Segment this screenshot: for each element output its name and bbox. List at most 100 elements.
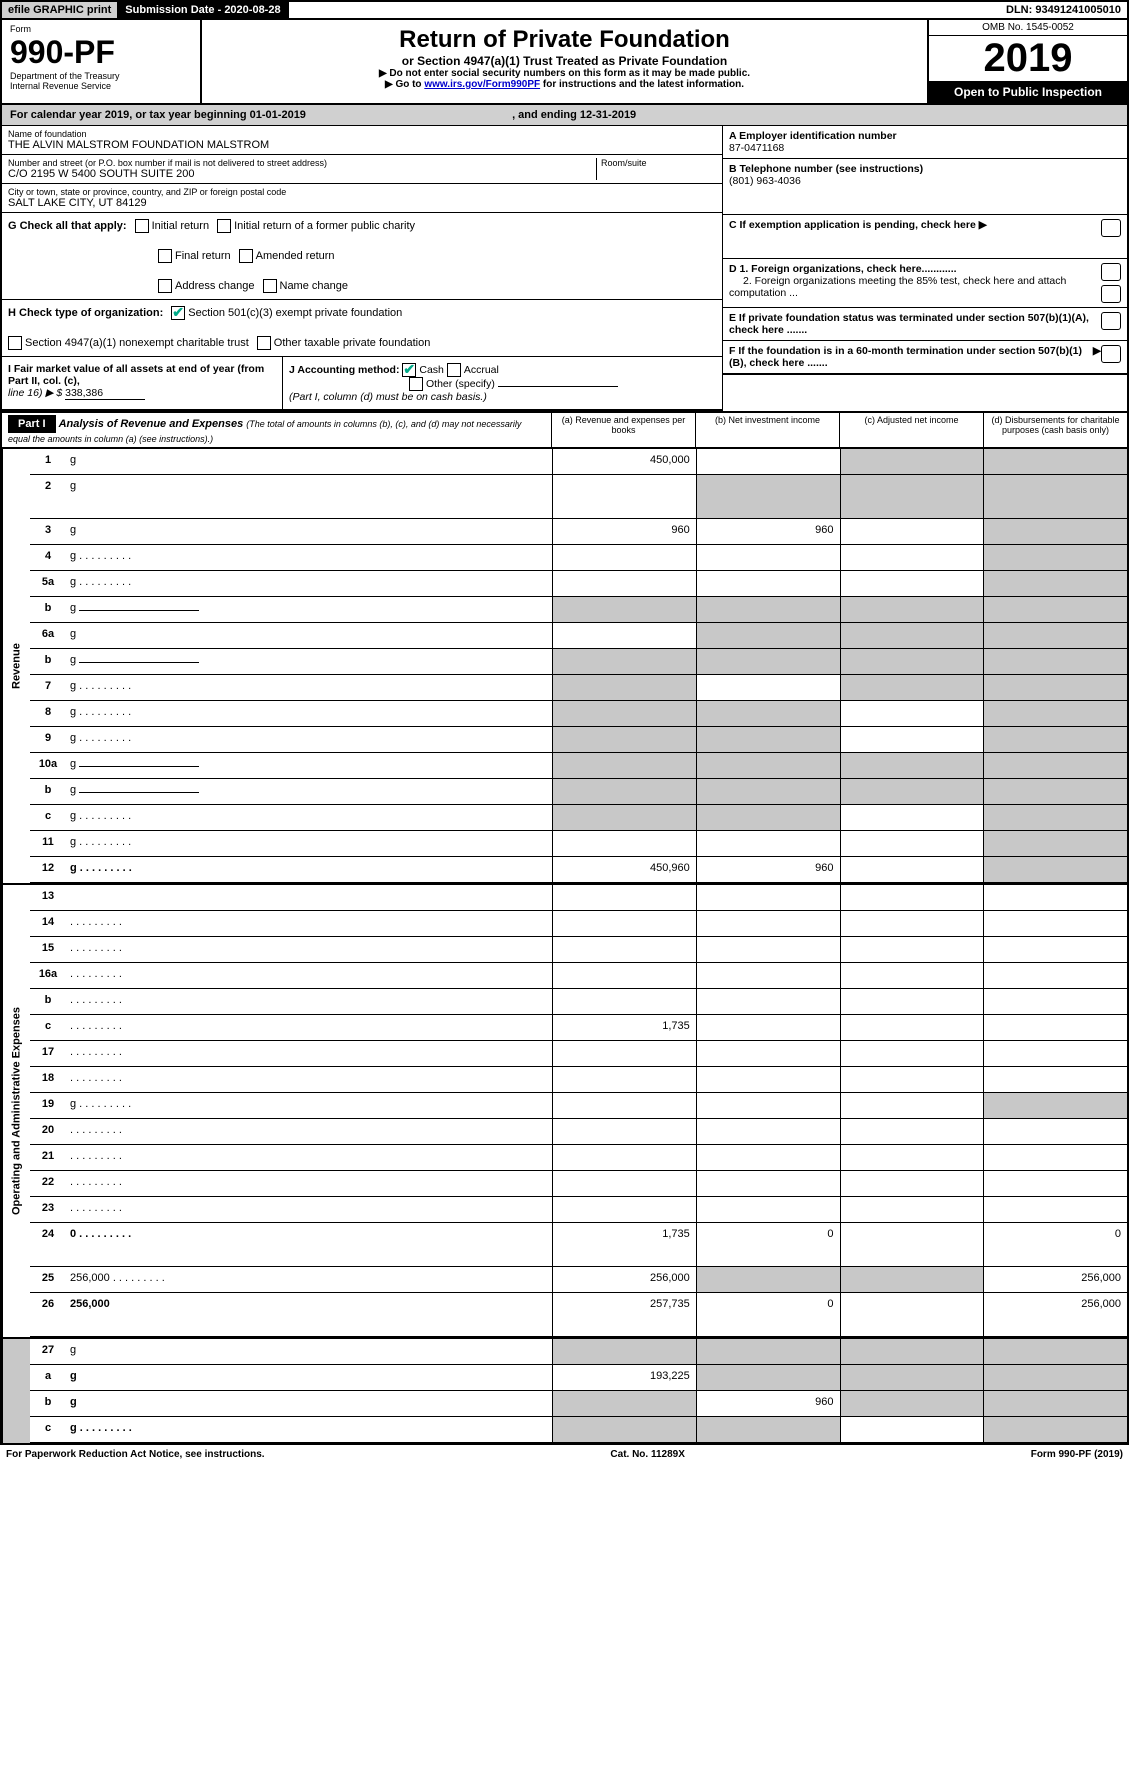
checkbox-other-method[interactable] <box>409 377 423 391</box>
cell-a: 1,735 <box>552 1015 696 1040</box>
ein-row: A Employer identification number87-04711… <box>723 126 1127 159</box>
checkbox-e[interactable] <box>1101 312 1121 330</box>
row-num: 21 <box>30 1145 66 1170</box>
checkbox-d2[interactable] <box>1101 285 1121 303</box>
info-left: Name of foundation THE ALVIN MALSTROM FO… <box>2 126 722 411</box>
row-desc: g <box>66 475 552 518</box>
row-num: 7 <box>30 675 66 700</box>
table-row: 11g <box>30 831 1127 857</box>
checkbox-cash[interactable] <box>402 363 416 377</box>
checkbox-other-taxable[interactable] <box>257 336 271 350</box>
cell-d <box>983 1067 1127 1092</box>
cell-a: 257,735 <box>552 1293 696 1336</box>
cell-d <box>983 857 1127 882</box>
cell-d <box>983 1365 1127 1390</box>
h-check-row: H Check type of organization: Section 50… <box>2 300 722 357</box>
checkbox-initial-former[interactable] <box>217 219 231 233</box>
cell-b <box>696 831 840 856</box>
checkbox-501c3[interactable] <box>171 306 185 320</box>
table-row: 2g <box>30 475 1127 519</box>
checkbox-name-change[interactable] <box>263 279 277 293</box>
info-right: A Employer identification number87-04711… <box>722 126 1127 411</box>
row-num: 25 <box>30 1267 66 1292</box>
cell-c <box>840 701 984 726</box>
table-row: 2401,73500 <box>30 1223 1127 1267</box>
row-num: 19 <box>30 1093 66 1118</box>
d-row: D 1. Foreign organizations, check here..… <box>723 259 1127 308</box>
row-num: 23 <box>30 1197 66 1222</box>
cell-d <box>983 753 1127 778</box>
cell-b <box>696 937 840 962</box>
addr-cell: Number and street (or P.O. box number if… <box>2 155 722 184</box>
cell-b: 960 <box>696 857 840 882</box>
checkbox-amended[interactable] <box>239 249 253 263</box>
row-num: a <box>30 1365 66 1390</box>
cell-b <box>696 1197 840 1222</box>
row-desc: g <box>66 831 552 856</box>
cell-a: 1,735 <box>552 1223 696 1266</box>
j-block: J Accounting method: Cash Accrual Other … <box>282 357 722 409</box>
row-num: 12 <box>30 857 66 882</box>
cell-c <box>840 779 984 804</box>
table-row: 27g <box>30 1339 1127 1365</box>
form-label: Form <box>10 24 192 34</box>
row-num: 11 <box>30 831 66 856</box>
checkbox-addr-change[interactable] <box>158 279 172 293</box>
checkbox-accrual[interactable] <box>447 363 461 377</box>
row-num: b <box>30 1391 66 1416</box>
cell-d <box>983 1171 1127 1196</box>
cell-a: 960 <box>552 519 696 544</box>
table-row: bg <box>30 597 1127 623</box>
cell-c <box>840 571 984 596</box>
cell-b <box>696 1145 840 1170</box>
cell-c <box>840 1267 984 1292</box>
cell-d <box>983 727 1127 752</box>
cell-c <box>840 649 984 674</box>
row-desc: g <box>66 857 552 882</box>
checkbox-4947[interactable] <box>8 336 22 350</box>
row-desc <box>66 1145 552 1170</box>
row-desc <box>66 989 552 1014</box>
checkbox-c[interactable] <box>1101 219 1121 237</box>
table-row: 13 <box>30 885 1127 911</box>
checkbox-initial[interactable] <box>135 219 149 233</box>
cell-d <box>983 1417 1127 1442</box>
cell-a <box>552 1339 696 1364</box>
row-num: 24 <box>30 1223 66 1266</box>
city-state-zip: SALT LAKE CITY, UT 84129 <box>8 197 716 209</box>
checkbox-d1[interactable] <box>1101 263 1121 281</box>
row-desc: g <box>66 805 552 830</box>
row-desc <box>66 963 552 988</box>
checkbox-final[interactable] <box>158 249 172 263</box>
cell-a <box>552 1067 696 1092</box>
cell-c <box>840 885 984 910</box>
cell-a <box>552 597 696 622</box>
row-num: 8 <box>30 701 66 726</box>
table-row: 6ag <box>30 623 1127 649</box>
footer: For Paperwork Reduction Act Notice, see … <box>0 1445 1129 1464</box>
col-a-hdr: (a) Revenue and expenses per books <box>552 413 696 447</box>
table-row: bg <box>30 779 1127 805</box>
cell-d <box>983 545 1127 570</box>
table-row: 16a <box>30 963 1127 989</box>
cell-b <box>696 963 840 988</box>
row-desc: g <box>66 1093 552 1118</box>
irs-link[interactable]: www.irs.gov/Form990PF <box>424 79 540 90</box>
row-desc: g <box>66 1417 552 1442</box>
cell-a <box>552 545 696 570</box>
table-row: 25256,000256,000256,000 <box>30 1267 1127 1293</box>
cell-a <box>552 1391 696 1416</box>
row-desc <box>66 1197 552 1222</box>
cell-b <box>696 1339 840 1364</box>
cell-d <box>983 779 1127 804</box>
cell-a <box>552 1119 696 1144</box>
row-desc <box>66 1015 552 1040</box>
checkbox-f[interactable] <box>1101 345 1121 363</box>
efile-label: efile GRAPHIC print <box>2 2 119 18</box>
table-row: 4g <box>30 545 1127 571</box>
telephone: (801) 963-4036 <box>729 175 801 187</box>
cell-d <box>983 597 1127 622</box>
row-num: 4 <box>30 545 66 570</box>
cell-a <box>552 805 696 830</box>
row-num: b <box>30 649 66 674</box>
